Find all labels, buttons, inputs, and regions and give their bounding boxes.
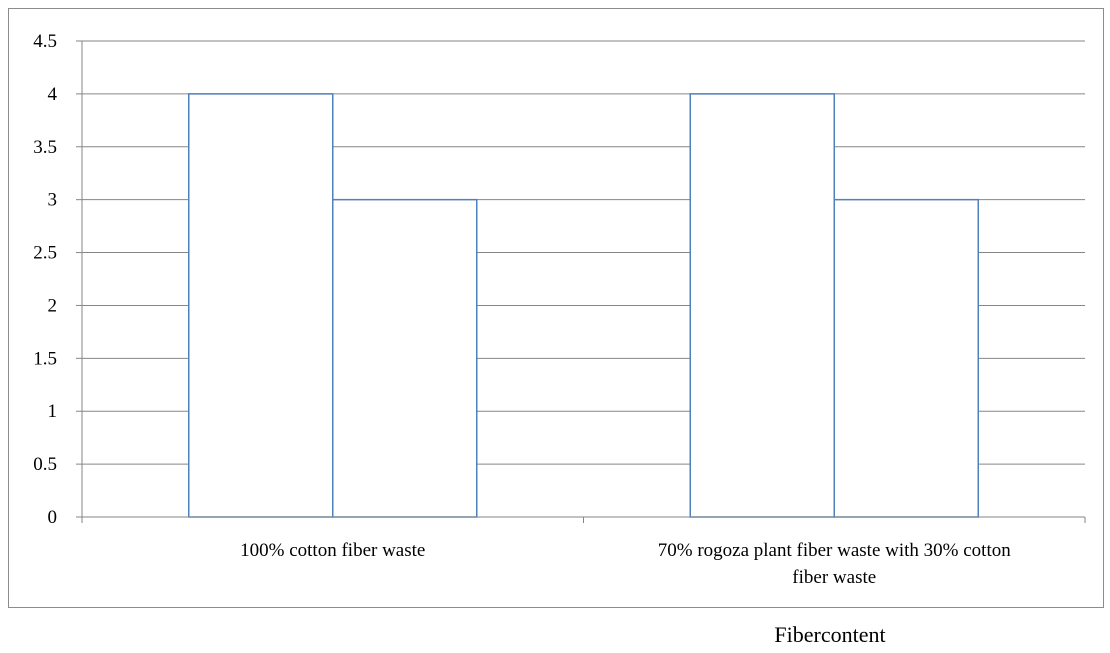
y-tick-label: 0.5	[33, 454, 57, 475]
category-label: fiber waste	[792, 567, 876, 588]
y-tick-label: 2	[48, 295, 58, 316]
y-tick-label: 1.5	[33, 348, 57, 369]
y-tick-label: 3	[48, 190, 58, 211]
category-label: 70% rogoza plant fiber waste with 30% co…	[658, 540, 1011, 561]
axes	[76, 40, 1086, 523]
bar	[689, 93, 835, 518]
x-axis-title: Fibercontent	[774, 622, 886, 647]
y-tick-label: 1	[48, 401, 58, 422]
y-tick-label: 3.5	[33, 137, 57, 158]
y-tick-label: 2.5	[33, 243, 57, 264]
y-tick-label: 4	[48, 84, 58, 105]
y-tick-labels: 0 0.5 1 1.5 2 2.5 3 3.5 4 4.5	[33, 31, 57, 528]
bar	[188, 93, 334, 518]
y-tick-label: 4.5	[33, 31, 57, 52]
bar	[332, 198, 478, 518]
bars	[188, 93, 979, 518]
category-label: 100% cotton fiber waste	[240, 540, 425, 561]
category-labels: 100% cotton fiber waste 70% rogoza plant …	[240, 540, 1011, 588]
chart-frame	[8, 8, 1104, 608]
y-tick-label: 0	[48, 507, 58, 528]
bar	[833, 198, 979, 518]
